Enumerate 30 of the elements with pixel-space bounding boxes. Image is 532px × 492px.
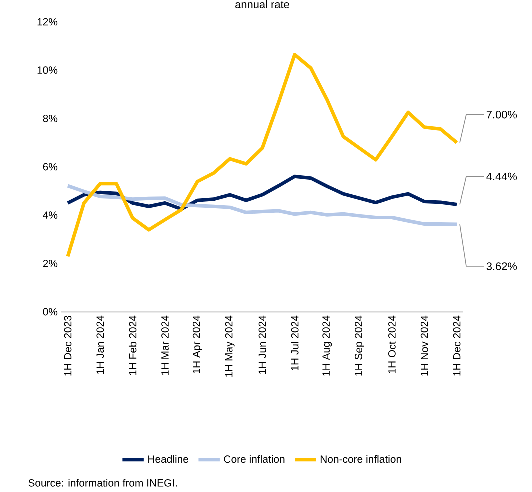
x-tick-label: 1H Dec 2023 bbox=[64, 316, 72, 376]
x-tick-label: 1H Jan 2024 bbox=[96, 316, 104, 374]
x-tick-label: 1H Apr 2024 bbox=[192, 316, 202, 374]
x-tick-label: 1H Feb 2024 bbox=[128, 316, 137, 376]
y-tick-label: 4% bbox=[43, 212, 58, 219]
x-tick-label: 1H Oct 2024 bbox=[388, 316, 396, 374]
y-tick-label: 0% bbox=[43, 308, 58, 316]
source-note: Source: information from INEGI. bbox=[28, 479, 178, 487]
annotation: 3.62% bbox=[486, 262, 518, 270]
annotation: 4.44% bbox=[486, 172, 518, 181]
x-tick-label: 1H Mar 2024 bbox=[162, 316, 169, 376]
x-tick-label: 1H Jul 2024 bbox=[291, 316, 299, 371]
line-series bbox=[66, 174, 459, 212]
y-tick-label: 12% bbox=[38, 18, 58, 26]
x-tick-label: 1H May 2024 bbox=[225, 316, 235, 377]
x-tick-label: 1H Aug 2024 bbox=[322, 316, 332, 376]
y-tick-label: 10% bbox=[38, 66, 58, 74]
y-tick-label: 8% bbox=[43, 114, 58, 122]
x-tick-label: 1H Nov 2024 bbox=[420, 316, 428, 376]
legend-label: Headline bbox=[148, 455, 188, 464]
legend-label: Non-core inflation bbox=[320, 455, 402, 464]
line-series bbox=[66, 184, 459, 226]
legend-label: Core inflation bbox=[224, 455, 285, 464]
y-tick-label: 2% bbox=[43, 260, 58, 268]
x-tick-label: 1H Sep 2024 bbox=[355, 316, 364, 376]
x-tick-label: 1H Jun 2024 bbox=[258, 316, 266, 374]
x-tick-label: 1H Dec 2024 bbox=[453, 316, 461, 376]
chart-title: annual rate bbox=[236, 0, 290, 8]
annotation: 7.00% bbox=[486, 110, 518, 119]
y-tick-label: 6% bbox=[43, 163, 58, 171]
